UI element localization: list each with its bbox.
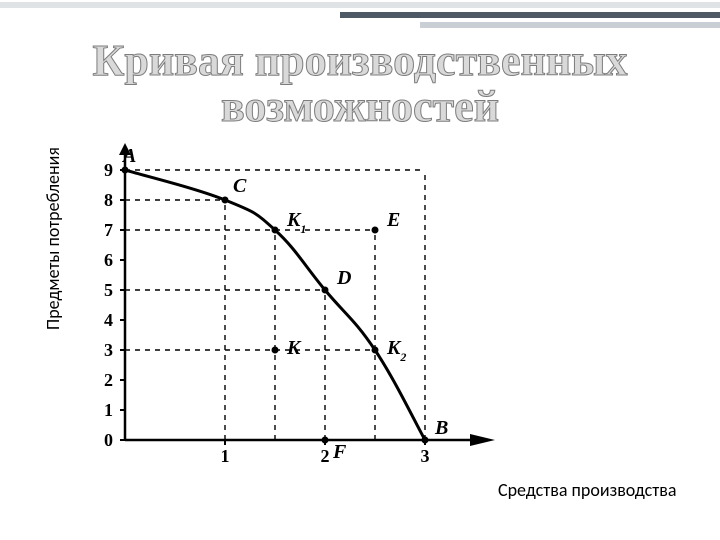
x-tick-label: 3 — [421, 446, 430, 466]
point-e — [372, 227, 379, 234]
y-tick-label: 0 — [104, 430, 113, 450]
point-label-k2: K2 — [386, 337, 406, 364]
point-label-c: C — [233, 175, 247, 197]
slide-title: Кривая производственных возможностей — [0, 38, 720, 130]
ppf-chart: 0 1 2 3 4 5 6 7 8 9 1 2 3 A C K1 D K2 B E K F — [70, 140, 500, 480]
point-k — [272, 347, 279, 354]
x-tick-label: 1 — [221, 446, 230, 466]
point-k2 — [372, 347, 379, 354]
top-bar — [0, 2, 720, 8]
top-bar — [420, 22, 720, 28]
y-tick-label: 6 — [104, 250, 113, 270]
y-tick-label: 9 — [104, 160, 113, 180]
x-axis-label: Средства производства — [498, 479, 677, 501]
y-tick-label: 3 — [104, 340, 113, 360]
point-label-a: A — [121, 145, 136, 167]
y-tick-label: 5 — [104, 280, 113, 300]
y-tick-label: 8 — [104, 190, 113, 210]
point-label-e: E — [386, 209, 400, 231]
title-line1: Кривая производственных — [0, 38, 720, 84]
top-bar — [340, 12, 720, 18]
x-axis-arrow — [470, 434, 495, 446]
point-label-b: B — [434, 417, 448, 439]
point-k1 — [272, 227, 279, 234]
y-tick-label: 7 — [104, 220, 113, 240]
point-label-k: K — [286, 337, 302, 359]
point-label-f: F — [332, 441, 347, 463]
point-label-k1: K1 — [286, 209, 306, 236]
point-b — [422, 437, 429, 444]
y-tick-label: 4 — [104, 310, 113, 330]
y-tick-label: 2 — [104, 370, 113, 390]
y-tick-label: 1 — [104, 400, 113, 420]
point-f — [322, 437, 329, 444]
point-c — [222, 197, 229, 204]
title-line2: возможностей — [0, 84, 720, 130]
point-d — [322, 287, 329, 294]
x-tick-label: 2 — [321, 446, 330, 466]
point-label-d: D — [336, 267, 351, 289]
y-axis-label: Предметы потребления — [42, 147, 64, 330]
point-a — [122, 167, 129, 174]
